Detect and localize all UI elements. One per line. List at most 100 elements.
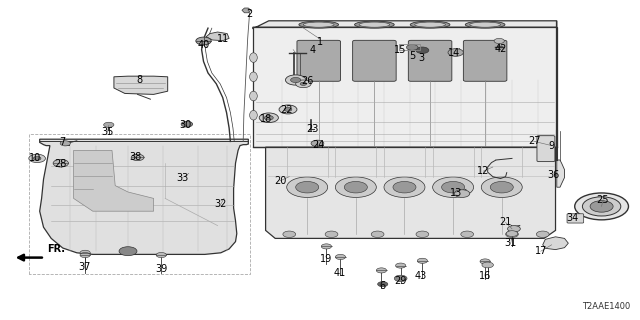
Text: 7: 7 bbox=[60, 137, 66, 148]
Text: 4: 4 bbox=[309, 44, 316, 55]
Text: 24: 24 bbox=[312, 140, 325, 150]
Circle shape bbox=[442, 181, 465, 193]
Circle shape bbox=[283, 231, 296, 237]
Circle shape bbox=[60, 141, 70, 146]
Polygon shape bbox=[74, 150, 154, 211]
Circle shape bbox=[291, 77, 301, 83]
Circle shape bbox=[104, 122, 114, 127]
Text: 8: 8 bbox=[136, 75, 143, 85]
Text: 15: 15 bbox=[394, 44, 406, 55]
Circle shape bbox=[393, 181, 416, 193]
Circle shape bbox=[448, 49, 463, 56]
Text: 2: 2 bbox=[246, 9, 253, 20]
Text: 25: 25 bbox=[596, 195, 609, 205]
Circle shape bbox=[506, 231, 518, 237]
Polygon shape bbox=[253, 21, 557, 29]
Text: 22: 22 bbox=[280, 105, 292, 116]
Circle shape bbox=[80, 250, 90, 255]
Circle shape bbox=[482, 262, 493, 268]
Circle shape bbox=[371, 231, 384, 237]
Polygon shape bbox=[206, 32, 229, 41]
Text: FR.: FR. bbox=[47, 244, 65, 254]
Circle shape bbox=[376, 268, 387, 273]
Polygon shape bbox=[266, 147, 556, 238]
Text: 19: 19 bbox=[320, 253, 333, 264]
Text: 31: 31 bbox=[504, 238, 517, 248]
Text: 13: 13 bbox=[449, 188, 462, 198]
Circle shape bbox=[311, 140, 324, 147]
Ellipse shape bbox=[355, 21, 394, 28]
Polygon shape bbox=[543, 237, 568, 250]
Text: 42: 42 bbox=[494, 44, 507, 54]
Text: 18: 18 bbox=[259, 114, 272, 124]
FancyBboxPatch shape bbox=[297, 40, 340, 81]
Circle shape bbox=[396, 263, 406, 268]
Circle shape bbox=[582, 197, 621, 216]
Text: 43: 43 bbox=[415, 271, 428, 281]
Circle shape bbox=[33, 156, 41, 160]
Circle shape bbox=[53, 159, 68, 167]
Ellipse shape bbox=[299, 21, 339, 28]
Circle shape bbox=[506, 231, 518, 236]
Circle shape bbox=[296, 80, 311, 88]
Text: 16: 16 bbox=[479, 271, 492, 281]
Circle shape bbox=[378, 282, 388, 287]
Text: 5: 5 bbox=[410, 51, 416, 61]
Ellipse shape bbox=[250, 110, 257, 120]
Polygon shape bbox=[40, 139, 248, 254]
Ellipse shape bbox=[250, 72, 257, 82]
Circle shape bbox=[284, 108, 292, 111]
Text: 23: 23 bbox=[306, 124, 319, 134]
Text: 10: 10 bbox=[29, 153, 42, 164]
Circle shape bbox=[344, 181, 367, 193]
Text: 33: 33 bbox=[176, 172, 189, 183]
FancyBboxPatch shape bbox=[537, 136, 555, 162]
Ellipse shape bbox=[470, 22, 500, 27]
Circle shape bbox=[416, 47, 429, 53]
Circle shape bbox=[481, 177, 522, 197]
Circle shape bbox=[181, 121, 193, 127]
Polygon shape bbox=[114, 76, 168, 94]
Circle shape bbox=[416, 231, 429, 237]
Circle shape bbox=[490, 181, 513, 193]
Ellipse shape bbox=[415, 22, 445, 27]
Circle shape bbox=[131, 154, 144, 161]
Text: 12: 12 bbox=[477, 166, 490, 176]
Text: 3: 3 bbox=[418, 52, 424, 63]
Text: 14: 14 bbox=[448, 48, 461, 58]
Circle shape bbox=[264, 116, 273, 120]
Text: 20: 20 bbox=[274, 176, 287, 186]
Circle shape bbox=[80, 252, 90, 258]
Circle shape bbox=[433, 177, 474, 197]
Text: T2AAE1400: T2AAE1400 bbox=[582, 302, 630, 311]
Text: 9: 9 bbox=[548, 140, 555, 151]
Text: 26: 26 bbox=[301, 76, 314, 86]
Text: 35: 35 bbox=[101, 127, 114, 137]
Circle shape bbox=[325, 231, 338, 237]
Circle shape bbox=[494, 38, 504, 44]
Circle shape bbox=[384, 177, 425, 197]
FancyBboxPatch shape bbox=[408, 40, 452, 81]
Circle shape bbox=[285, 75, 306, 85]
Ellipse shape bbox=[250, 53, 257, 62]
Text: 40: 40 bbox=[197, 40, 210, 51]
Text: 11: 11 bbox=[216, 34, 229, 44]
Text: 41: 41 bbox=[333, 268, 346, 278]
Circle shape bbox=[575, 193, 628, 220]
Circle shape bbox=[335, 177, 376, 197]
Circle shape bbox=[508, 226, 520, 232]
Text: 34: 34 bbox=[566, 213, 579, 223]
Circle shape bbox=[29, 154, 45, 163]
Circle shape bbox=[590, 201, 613, 212]
Text: 32: 32 bbox=[214, 199, 227, 209]
Circle shape bbox=[196, 37, 211, 45]
Circle shape bbox=[406, 44, 418, 50]
Circle shape bbox=[287, 177, 328, 197]
Text: 28: 28 bbox=[54, 159, 67, 169]
Ellipse shape bbox=[250, 91, 257, 101]
Circle shape bbox=[119, 247, 137, 256]
Circle shape bbox=[536, 231, 549, 237]
Text: 21: 21 bbox=[499, 217, 512, 228]
Circle shape bbox=[454, 190, 470, 197]
Text: 29: 29 bbox=[394, 276, 407, 286]
